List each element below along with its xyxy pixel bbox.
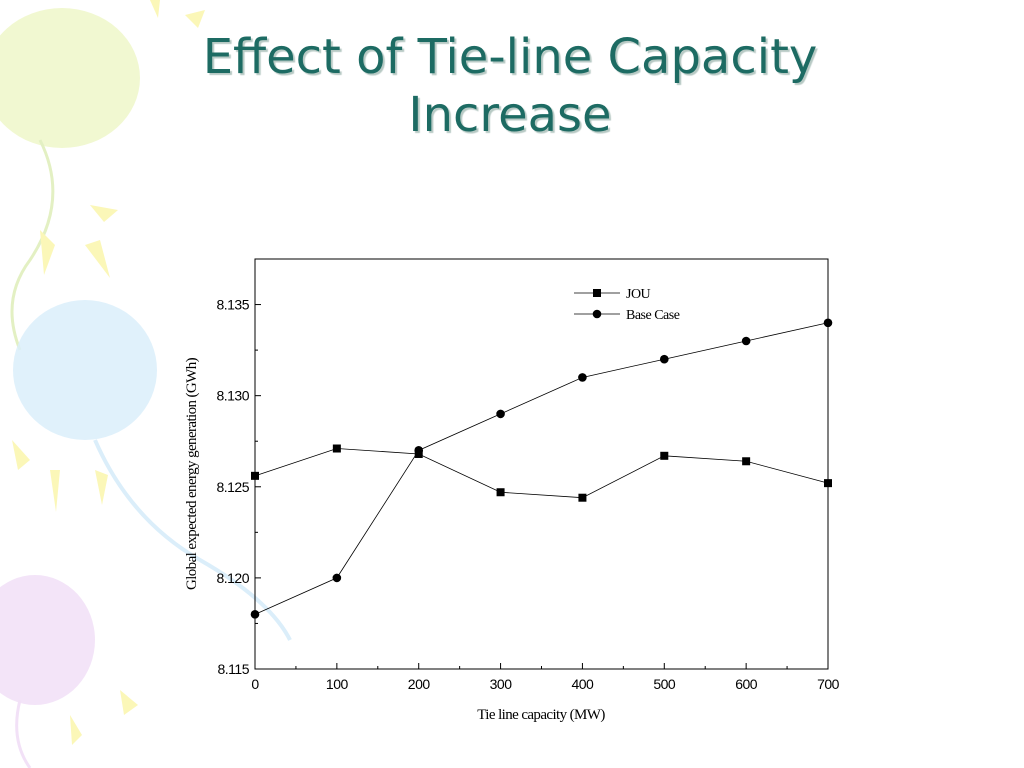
- balloon-purple-icon: [0, 575, 95, 768]
- data-point-circle: [250, 610, 260, 619]
- data-point-square: [742, 457, 751, 466]
- data-point-circle: [741, 336, 751, 346]
- slide-title-line-2: Increase: [408, 87, 612, 143]
- data-point-circle: [414, 446, 424, 455]
- y-tick-label: 8.115: [218, 661, 250, 677]
- confetti-icon: [12, 0, 205, 745]
- x-tick-label: 200: [408, 676, 431, 692]
- x-tick-label: 100: [326, 676, 349, 692]
- slide-title-line-1: Effect of Tie-line Capacity: [202, 29, 818, 85]
- y-axis-title: Global expected energy generation (GWh): [184, 357, 200, 590]
- data-point-square: [824, 479, 832, 488]
- y-tick-label: 8.130: [216, 388, 249, 404]
- series-line-2: [254, 322, 829, 615]
- x-tick-label: 0: [251, 676, 259, 692]
- data-point-square: [496, 488, 505, 497]
- chart-legend: JOU Base Case: [574, 287, 680, 323]
- series-layer: [250, 318, 833, 619]
- data-point-circle: [496, 409, 505, 419]
- x-axis-title: Tie line capacity (MW): [477, 707, 605, 723]
- data-point-square: [578, 493, 587, 502]
- series-line-1: [254, 448, 829, 499]
- legend-label: Base Case: [626, 308, 680, 323]
- x-tick-label: 500: [653, 676, 676, 692]
- x-tick-label: 600: [735, 676, 758, 692]
- plot-frame: [254, 258, 829, 670]
- x-axis: 0 100 200 300 400 500 600 700: [251, 663, 840, 692]
- x-tick-label: 300: [490, 676, 513, 692]
- x-tick-label: 700: [817, 676, 840, 692]
- data-point-square: [332, 444, 341, 453]
- legend-label: JOU: [626, 287, 651, 302]
- y-axis: 8.115 8.120 8.125 8.130 8.135: [216, 258, 261, 677]
- legend-square-marker: [593, 289, 601, 297]
- slide-title: Effect of Tie-line Capacity Increase: [100, 28, 920, 144]
- y-tick-label: 8.125: [216, 479, 249, 495]
- data-point-square: [660, 451, 669, 460]
- data-point-circle: [332, 573, 342, 583]
- data-point-circle: [823, 318, 833, 328]
- data-point-square: [251, 471, 259, 480]
- data-point-circle: [578, 373, 587, 382]
- balloon-blue-icon: [13, 300, 292, 641]
- y-tick-label: 8.120: [216, 570, 249, 586]
- balloon-green-icon: [0, 8, 140, 351]
- y-tick-label: 8.135: [216, 297, 249, 313]
- x-tick-label: 400: [571, 676, 594, 692]
- data-point-circle: [659, 354, 669, 364]
- legend-circle-marker: [592, 309, 602, 319]
